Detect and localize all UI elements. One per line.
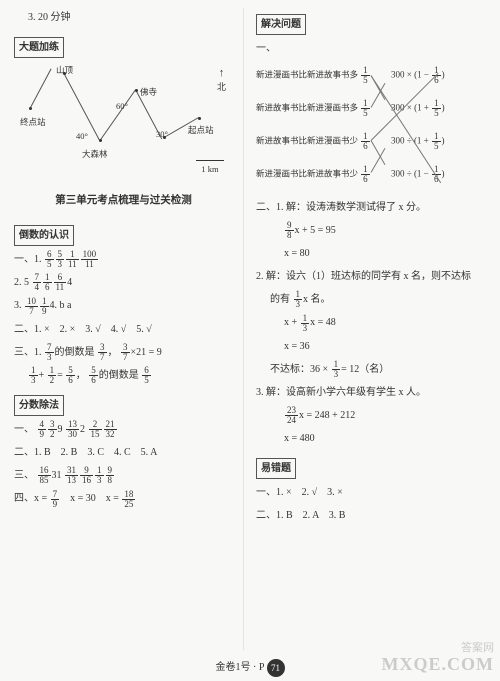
top-line: 3. 20 分钟 bbox=[14, 8, 233, 27]
q2-1-eq1: 98x + 5 = 95 bbox=[256, 221, 486, 240]
fschufa-r4: 四、x = 79 x = 30 x = 1825 bbox=[14, 489, 233, 508]
yc-row1: 一、1. × 2. √ 3. × bbox=[256, 483, 486, 502]
unit3-title: 第三单元考点梳理与过关检测 bbox=[14, 191, 233, 211]
section-solve: 解决问题 bbox=[256, 14, 306, 35]
match-title: 一、 bbox=[256, 39, 486, 58]
q2-1-eq2: x = 80 bbox=[256, 244, 486, 263]
fschufa-r1: 一、 49329 13302 2152132 bbox=[14, 420, 233, 439]
page-number: 71 bbox=[267, 659, 285, 677]
q2-3-head: 3. 解：设高新小学六年级有学生 x 人。 bbox=[256, 383, 486, 402]
q2-3-eq2: x = 480 bbox=[256, 429, 486, 448]
q2-2-head2: 的有 13x 名。 bbox=[256, 290, 486, 309]
q2-1-head: 二、1. 解：设涛涛数学测试得了 x 分。 bbox=[256, 198, 486, 217]
daoshu-q3b: 13+ 12= 56， 56的倒数是 65 bbox=[14, 366, 233, 385]
footer-text: 金卷1号 · P bbox=[215, 662, 264, 673]
q2-2-eq3: 不达标：36 × 13= 12（名） bbox=[256, 360, 486, 379]
section-dati: 大题加练 bbox=[14, 37, 64, 58]
q2-2-eq2: x = 36 bbox=[256, 337, 486, 356]
section-yicuo: 易错题 bbox=[256, 458, 296, 479]
watermark-line1: 答案网 bbox=[461, 639, 494, 655]
q2-2-eq1: x + 13x = 48 bbox=[256, 313, 486, 332]
q2-3-eq1: 2324x = 248 + 212 bbox=[256, 406, 486, 425]
daoshu-row: 2. 5 74166114 bbox=[14, 273, 233, 292]
q2-2-head: 2. 解：设六（1）班达标的同学有 x 名，则不达标 bbox=[256, 267, 486, 286]
daoshu-q3a: 三、1. 73的倒数是 37， 37×21 = 9 bbox=[14, 343, 233, 362]
yc-row2: 二、1. B 2. A 3. B bbox=[256, 506, 486, 525]
match-diagram: 新进漫画书比新进故事书多 15新进故事书比新进漫画书多 15新进故事书比新进漫画… bbox=[256, 62, 486, 192]
section-fenshuchufa: 分数除法 bbox=[14, 395, 64, 416]
daoshu-row: 一、1. 655311110011 bbox=[14, 250, 233, 269]
section-daoshu: 倒数的认识 bbox=[14, 225, 74, 246]
fschufa-r2: 二、1. B 2. B 3. C 4. C 5. A bbox=[14, 443, 233, 462]
daoshu-row: 3. 107194. b a bbox=[14, 296, 233, 315]
daoshu-judge: 二、1. × 2. × 3. √ 4. √ 5. √ bbox=[14, 320, 233, 339]
route-diagram: 终点站山顶大森林佛寺起点站40°60°30°↑北1 km bbox=[20, 66, 230, 181]
watermark-line2: MXQE.COM bbox=[382, 654, 494, 675]
fschufa-r3: 三、 168531 31139161398 bbox=[14, 466, 233, 485]
